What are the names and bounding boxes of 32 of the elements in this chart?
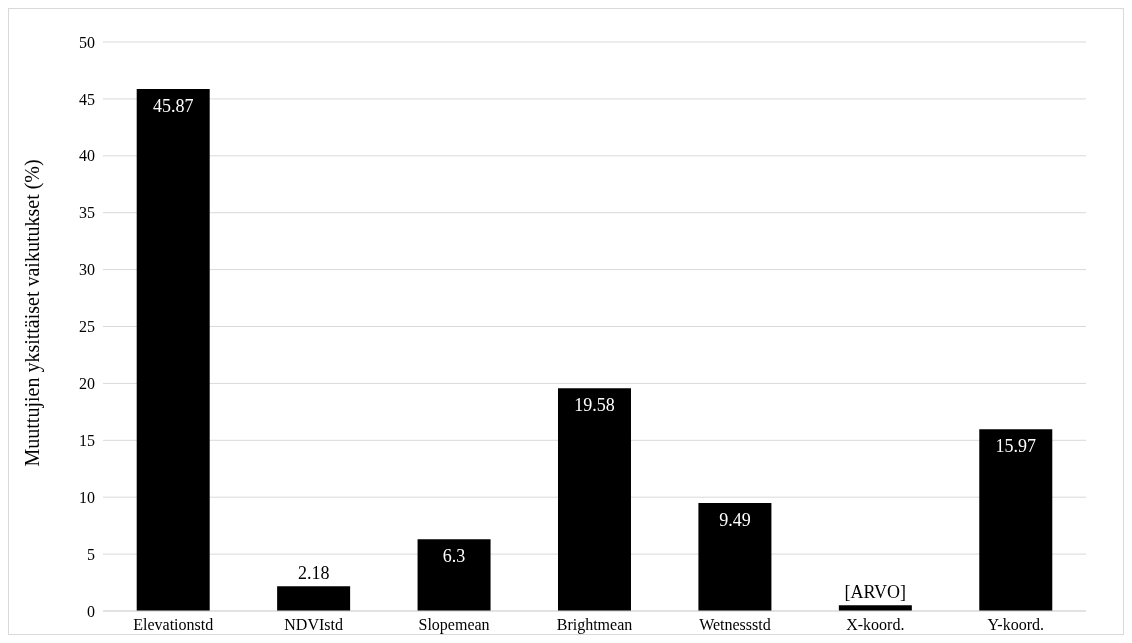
x-tick-label: Wetnessstd <box>699 616 771 634</box>
y-tick-label: 20 <box>79 375 95 393</box>
data-label: 6.3 <box>442 546 466 567</box>
y-tick-label: 40 <box>79 147 95 165</box>
x-tick-label: Y-koord. <box>987 616 1044 634</box>
data-label: 45.87 <box>152 96 194 116</box>
data-label: 9.49 <box>719 510 751 530</box>
x-tick-label: Elevationstd <box>133 616 214 634</box>
bar <box>277 586 351 611</box>
x-tick-label: NDVIstd <box>284 616 343 634</box>
y-tick-label: 5 <box>87 545 95 563</box>
y-tick-label: 30 <box>79 261 95 279</box>
bar <box>557 388 631 611</box>
bar <box>698 503 772 611</box>
x-tick-label: X-koord. <box>846 616 905 634</box>
bar <box>417 539 491 611</box>
y-tick-label: 25 <box>79 318 95 336</box>
y-tick-label: 50 <box>79 33 95 51</box>
y-tick-label: 35 <box>79 204 95 222</box>
y-tick-label: 10 <box>79 488 95 506</box>
y-tick-label: 15 <box>79 431 95 449</box>
y-tick-label: 45 <box>79 90 95 108</box>
bar <box>136 89 210 611</box>
y-tick-label: 0 <box>87 602 95 620</box>
data-label: 15.97 <box>995 436 1037 457</box>
x-tick-label: Brightmean <box>556 616 633 635</box>
data-label: 2.18 <box>297 563 330 584</box>
data-label: [ARVO] <box>844 582 907 603</box>
bar <box>979 429 1053 611</box>
x-tick-label: Slopemean <box>418 616 490 635</box>
y-axis-title: Muuttujien yksittäiset vaikutukset (%) <box>21 159 45 467</box>
data-label: 19.58 <box>574 395 615 416</box>
